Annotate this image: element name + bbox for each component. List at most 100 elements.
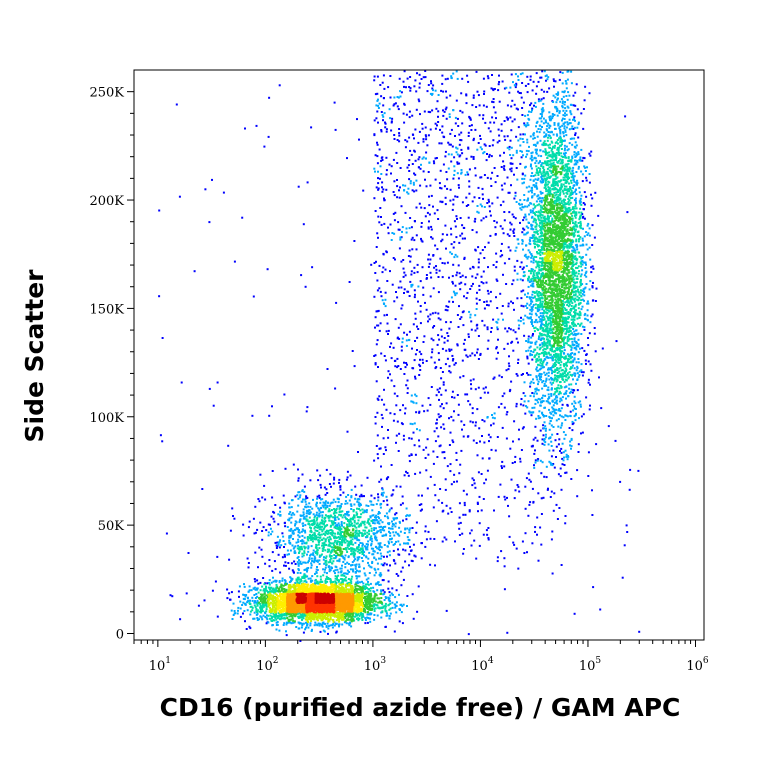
data-point xyxy=(389,270,391,273)
data-point xyxy=(507,302,510,305)
data-point xyxy=(573,372,576,375)
data-point xyxy=(370,263,373,266)
data-point xyxy=(341,623,344,626)
data-point xyxy=(429,537,432,540)
data-point xyxy=(584,166,586,169)
data-point xyxy=(244,127,246,130)
data-point xyxy=(308,502,311,505)
data-point xyxy=(529,316,532,319)
data-point xyxy=(626,211,629,214)
data-point xyxy=(457,413,460,416)
data-point xyxy=(563,375,566,377)
data-point xyxy=(376,453,379,456)
data-point xyxy=(536,135,539,138)
data-point xyxy=(248,589,251,592)
data-point xyxy=(372,519,375,522)
data-point xyxy=(335,631,338,634)
data-point xyxy=(419,322,422,325)
data-point xyxy=(520,316,522,319)
data-point xyxy=(514,249,517,252)
data-point xyxy=(515,402,518,405)
data-point xyxy=(519,73,522,76)
data-point xyxy=(513,420,516,423)
data-point xyxy=(542,102,545,105)
data-point xyxy=(463,501,466,504)
data-point xyxy=(552,449,555,452)
data-point xyxy=(562,431,565,434)
data-point xyxy=(304,500,307,503)
data-point xyxy=(452,290,455,293)
data-point xyxy=(402,80,405,83)
data-point xyxy=(349,568,352,571)
data-point xyxy=(462,342,465,345)
data-point xyxy=(542,349,545,352)
data-point xyxy=(448,417,450,420)
data-point xyxy=(524,165,527,168)
data-point xyxy=(303,550,306,553)
data-point xyxy=(324,561,327,564)
data-point xyxy=(537,166,540,169)
data-point xyxy=(555,408,558,411)
data-point xyxy=(564,433,567,436)
data-point xyxy=(331,501,334,504)
data-point xyxy=(559,381,561,384)
data-point xyxy=(554,387,556,390)
data-point xyxy=(503,120,506,122)
data-point xyxy=(580,194,583,197)
data-point xyxy=(276,545,279,548)
data-point xyxy=(427,226,430,229)
data-point xyxy=(362,615,365,618)
data-point xyxy=(509,139,512,142)
data-point xyxy=(535,165,538,168)
data-point xyxy=(571,429,574,432)
data-point xyxy=(391,493,394,496)
data-point xyxy=(579,207,582,210)
data-point xyxy=(521,203,523,206)
data-point xyxy=(500,376,503,379)
data-point xyxy=(384,446,387,449)
data-point xyxy=(570,388,573,391)
data-point xyxy=(371,509,374,512)
data-point xyxy=(294,582,297,585)
data-point xyxy=(305,515,308,518)
data-point xyxy=(380,503,383,505)
data-point xyxy=(341,510,344,513)
data-point xyxy=(405,344,408,347)
data-point xyxy=(501,254,504,257)
data-point xyxy=(433,483,436,486)
data-point xyxy=(559,135,562,138)
data-point xyxy=(456,394,459,396)
data-point xyxy=(466,74,469,77)
data-point xyxy=(537,197,540,200)
data-point xyxy=(424,301,426,304)
data-point xyxy=(577,358,580,360)
data-point xyxy=(273,520,276,523)
data-point xyxy=(537,154,540,157)
data-point xyxy=(419,365,422,368)
data-point xyxy=(335,511,338,514)
data-point xyxy=(537,174,540,176)
data-point xyxy=(534,341,537,344)
data-point xyxy=(356,507,358,510)
data-point xyxy=(537,309,540,311)
data-point xyxy=(571,175,574,177)
data-point xyxy=(482,104,485,107)
data-point xyxy=(470,124,473,127)
data-point xyxy=(272,580,275,583)
data-point xyxy=(303,561,306,564)
data-point xyxy=(304,561,307,564)
data-point xyxy=(540,155,543,158)
data-point xyxy=(578,217,581,219)
data-point xyxy=(331,567,333,570)
data-point xyxy=(310,538,313,541)
data-point xyxy=(503,219,506,222)
data-point xyxy=(377,581,379,584)
data-point xyxy=(426,211,429,214)
data-point xyxy=(575,83,578,86)
data-point xyxy=(501,188,504,191)
data-point xyxy=(559,125,562,128)
data-point xyxy=(525,124,528,127)
data-point xyxy=(507,362,510,365)
data-point xyxy=(409,217,412,219)
data-point xyxy=(444,150,447,153)
